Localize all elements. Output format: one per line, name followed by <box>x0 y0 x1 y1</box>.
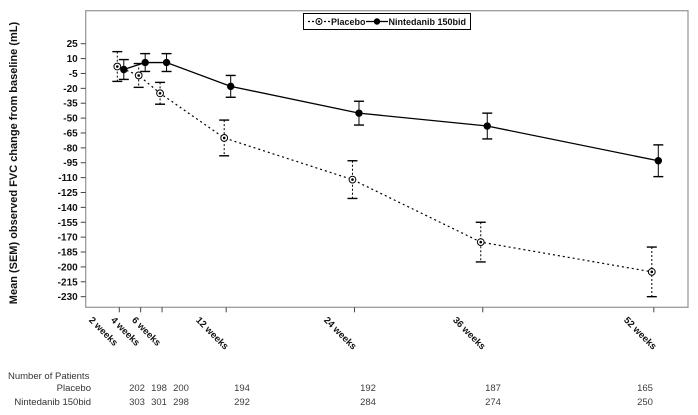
data-point <box>227 82 235 91</box>
patients-count: 292 <box>234 397 250 408</box>
y-tick-label: 10 <box>67 54 79 65</box>
plot-area: 25 10 -5 -20 -35 -50 -65 -80 -95 -110 -125 -140 -155… <box>58 10 689 313</box>
patients-count: 250 <box>637 397 653 408</box>
y-tick-label: -230 <box>58 292 78 303</box>
patients-count: 194 <box>234 383 250 394</box>
data-point-dot <box>351 178 354 181</box>
patients-count: 192 <box>360 383 376 394</box>
legend-label-nintedanib: Nintedanib 150bid <box>388 16 467 27</box>
series-line <box>123 61 659 162</box>
patients-count: 303 <box>129 397 145 408</box>
patients-count: 274 <box>485 397 501 408</box>
y-tick-label: -215 <box>58 277 78 288</box>
data-point-dot <box>222 136 226 140</box>
y-tick-label: -65 <box>63 128 78 139</box>
data-point <box>120 65 128 74</box>
data-point <box>162 58 171 67</box>
y-tick-label: -95 <box>63 158 78 169</box>
placebo-marker-icon <box>308 18 330 25</box>
y-tick-label: -50 <box>63 114 78 125</box>
y-tick-label: -80 <box>63 143 78 154</box>
patients-count: 301 <box>151 397 167 408</box>
patients-count: 198 <box>151 383 167 394</box>
y-tick-label: -185 <box>58 248 78 259</box>
patients-row-label: Placebo <box>56 383 91 394</box>
data-point <box>355 109 363 117</box>
legend-item-nintedanib: Nintedanib 150bid <box>365 16 467 27</box>
data-point-dot <box>479 240 483 244</box>
y-tick-label: -125 <box>58 188 78 199</box>
data-point-dot <box>650 270 654 274</box>
legend-label-placebo: Placebo <box>331 16 366 27</box>
data-point <box>141 58 149 67</box>
patients-row-label: Nintedanib 150bid <box>14 397 91 408</box>
y-tick-label: -140 <box>58 203 78 214</box>
x-axis-ticks <box>118 307 655 313</box>
plot-frame <box>85 10 689 308</box>
data-point <box>483 122 491 130</box>
patients-count: 202 <box>129 383 145 394</box>
patients-count: 187 <box>485 383 501 394</box>
nintedanib-series <box>118 52 664 178</box>
patients-count: 200 <box>173 383 189 394</box>
y-tick-label: -155 <box>58 218 78 229</box>
nintedanib-marker-icon <box>365 18 388 25</box>
data-point-dot <box>116 65 119 68</box>
patients-table-title: Number of Patients <box>8 371 90 382</box>
data-point <box>654 157 662 165</box>
y-tick-label: -200 <box>58 262 78 273</box>
legend: Placebo Nintedanib 150bid <box>303 13 472 30</box>
data-point-dot <box>137 74 140 77</box>
legend-item-placebo: Placebo <box>308 17 366 27</box>
y-axis-ticks: 25 10 -5 -20 -35 -50 -65 -80 -95 -110 -125 -140 -155… <box>58 39 86 303</box>
y-tick-label: -20 <box>63 84 78 95</box>
series-line <box>117 65 652 273</box>
placebo-series <box>112 50 657 298</box>
y-tick-label: -170 <box>58 233 78 244</box>
patients-count: 284 <box>360 397 376 408</box>
patients-count: 165 <box>637 383 653 394</box>
y-tick-label: -110 <box>58 173 78 184</box>
y-tick-label: 25 <box>67 39 79 50</box>
y-tick-label: -35 <box>63 99 78 110</box>
y-tick-label: -5 <box>69 69 78 80</box>
data-point-dot <box>158 92 162 95</box>
patients-count: 298 <box>173 397 189 408</box>
